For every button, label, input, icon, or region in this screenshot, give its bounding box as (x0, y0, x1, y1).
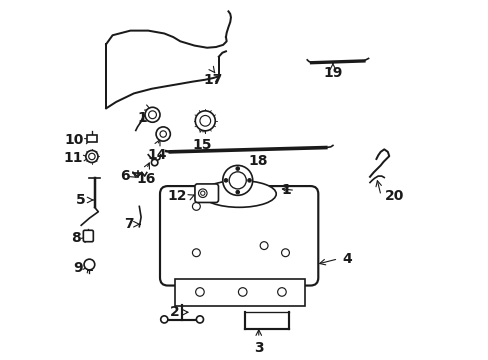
Circle shape (198, 189, 206, 198)
Circle shape (156, 127, 170, 141)
Circle shape (277, 288, 285, 296)
Circle shape (161, 316, 167, 323)
Circle shape (196, 316, 203, 323)
Text: 19: 19 (323, 66, 342, 80)
Ellipse shape (202, 180, 276, 207)
Text: 7: 7 (123, 217, 133, 231)
Circle shape (84, 259, 95, 270)
Text: 13: 13 (138, 111, 157, 125)
Text: 3: 3 (253, 341, 263, 355)
Text: 2: 2 (169, 305, 179, 319)
Circle shape (145, 107, 160, 122)
Circle shape (236, 190, 239, 194)
Text: 1: 1 (281, 183, 290, 197)
Circle shape (195, 288, 204, 296)
Circle shape (151, 159, 158, 166)
Circle shape (148, 111, 156, 119)
Circle shape (160, 131, 166, 137)
Text: 11: 11 (64, 150, 83, 165)
Text: 6: 6 (120, 169, 129, 183)
FancyBboxPatch shape (83, 230, 93, 242)
FancyBboxPatch shape (87, 135, 96, 142)
Circle shape (88, 153, 95, 160)
Circle shape (195, 111, 215, 131)
Circle shape (236, 167, 239, 170)
FancyBboxPatch shape (160, 186, 318, 285)
Circle shape (229, 172, 246, 189)
Text: 18: 18 (248, 154, 267, 168)
FancyBboxPatch shape (195, 184, 218, 202)
Text: 5: 5 (76, 193, 86, 207)
Circle shape (238, 288, 246, 296)
Text: 9: 9 (74, 261, 83, 275)
Text: 20: 20 (385, 189, 404, 203)
Circle shape (260, 242, 267, 249)
FancyBboxPatch shape (175, 279, 304, 306)
Circle shape (192, 249, 200, 257)
Text: 16: 16 (137, 172, 156, 186)
Circle shape (200, 116, 210, 126)
Circle shape (223, 165, 252, 195)
Circle shape (281, 249, 289, 257)
Text: 10: 10 (64, 134, 83, 148)
Text: 14: 14 (147, 148, 166, 162)
Circle shape (86, 150, 98, 162)
Text: 8: 8 (71, 231, 81, 246)
Text: 4: 4 (342, 252, 351, 266)
Circle shape (247, 179, 251, 182)
Circle shape (192, 202, 200, 210)
Text: 12: 12 (167, 189, 186, 203)
Text: 15: 15 (192, 138, 212, 152)
Circle shape (224, 179, 227, 182)
Circle shape (200, 191, 204, 195)
Text: 17: 17 (203, 73, 223, 87)
